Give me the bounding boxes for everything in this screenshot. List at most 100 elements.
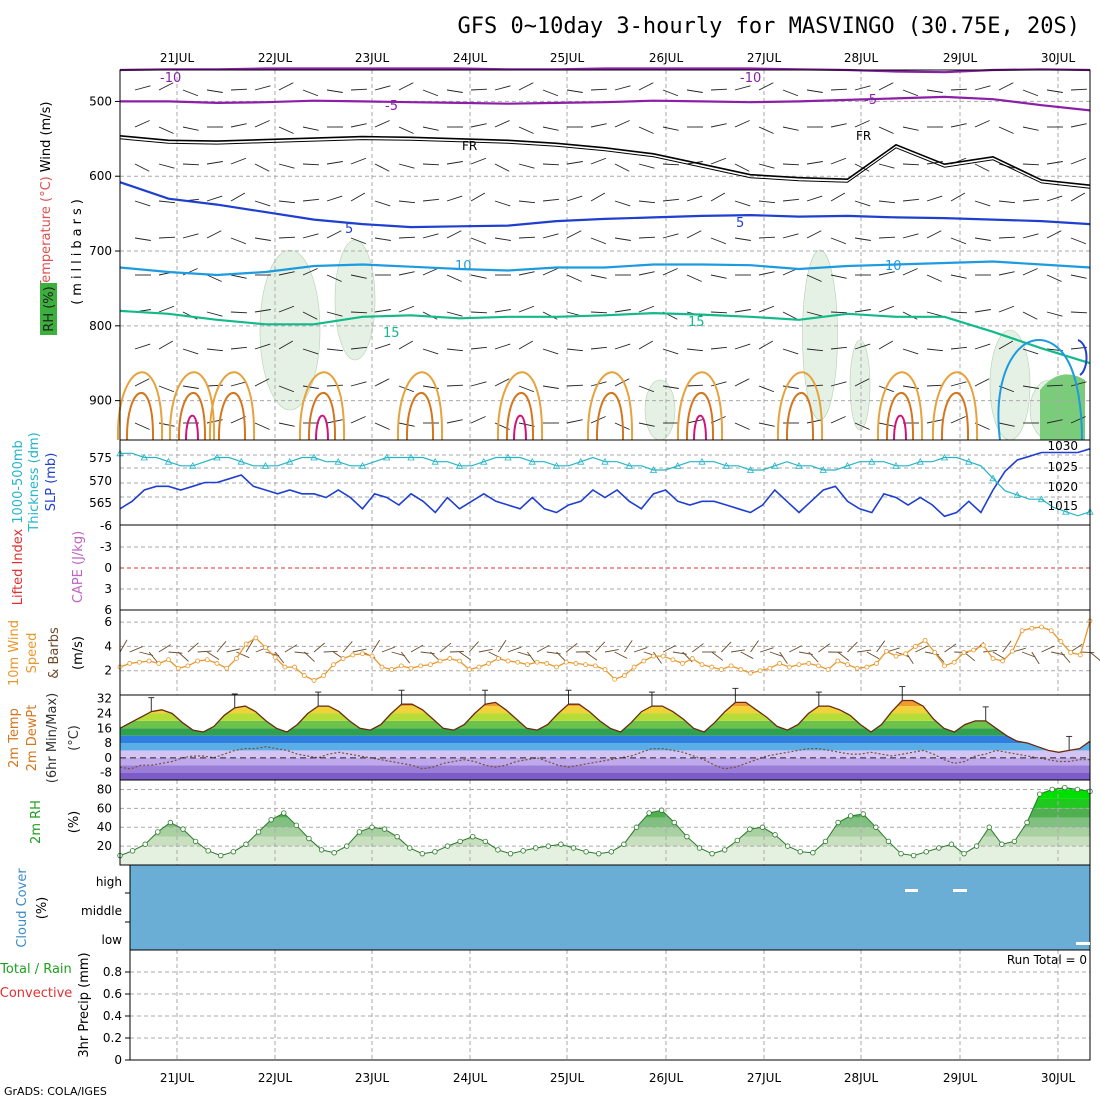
rh-point bbox=[999, 841, 1005, 847]
wind-barb bbox=[326, 89, 343, 93]
wind-barb bbox=[278, 271, 295, 276]
rh-point bbox=[394, 833, 400, 840]
wind-barb bbox=[350, 237, 367, 245]
ylabel-temp2m: (6hr Min/Max) bbox=[45, 693, 60, 783]
thickness-point bbox=[965, 457, 973, 465]
wind-barb bbox=[902, 198, 919, 202]
temp-band bbox=[120, 735, 1090, 744]
ylabel-cape: CAPE (J/kg) bbox=[71, 531, 86, 603]
wind-barb bbox=[758, 271, 775, 276]
wind-barb bbox=[974, 237, 991, 241]
contour-25 bbox=[125, 391, 155, 441]
thickness-point bbox=[431, 457, 439, 465]
temp-band bbox=[120, 728, 1090, 736]
wind-barb bbox=[254, 200, 271, 207]
wind-barb bbox=[902, 268, 918, 276]
thickness-line bbox=[120, 452, 1091, 517]
wind-barb bbox=[518, 200, 535, 204]
wind-speed-point bbox=[883, 648, 889, 654]
rh-point bbox=[608, 849, 614, 855]
wind-barb-10m bbox=[779, 651, 788, 664]
contour--5 bbox=[120, 95, 1091, 112]
wind-barb-10m bbox=[585, 651, 598, 661]
rh-point bbox=[218, 852, 224, 859]
thickness-point bbox=[1062, 507, 1070, 515]
rh-point bbox=[520, 848, 526, 854]
wind-barb bbox=[950, 192, 966, 202]
wind-speed-point bbox=[651, 653, 656, 659]
wind-barb bbox=[662, 233, 679, 239]
isotherm-label: -5 bbox=[864, 93, 877, 108]
rh-point bbox=[482, 838, 489, 845]
wind-barb bbox=[878, 236, 896, 239]
wind-speed-point bbox=[282, 664, 288, 670]
date-label-bottom: 24JUL bbox=[453, 1071, 488, 1085]
wind-barb-10m bbox=[517, 651, 532, 657]
wind-barb bbox=[230, 157, 247, 165]
thickness-point bbox=[286, 457, 294, 465]
wind-barb bbox=[1022, 385, 1039, 389]
precip-tick: 0 bbox=[114, 1053, 122, 1067]
date-label-top: 27JUL bbox=[747, 51, 782, 65]
rh-band bbox=[120, 827, 1090, 837]
wind-barb-10m bbox=[818, 643, 830, 653]
wind-barb bbox=[806, 89, 823, 93]
cloud-fill bbox=[130, 865, 1090, 950]
wind-barb bbox=[542, 126, 559, 131]
rh-point bbox=[759, 824, 766, 830]
wind-barb-10m bbox=[866, 651, 880, 660]
y-tick-label: 500 bbox=[89, 94, 112, 108]
wind-barb bbox=[638, 340, 654, 350]
thickness-point bbox=[819, 466, 827, 473]
wind-barb bbox=[398, 200, 415, 204]
wind-barb bbox=[230, 381, 247, 387]
rh-point bbox=[205, 848, 211, 854]
wind-barb bbox=[854, 309, 871, 313]
thickness-point bbox=[1037, 495, 1046, 503]
wind-barb bbox=[974, 343, 991, 350]
wind-barb bbox=[206, 348, 223, 352]
wind-barb bbox=[422, 348, 439, 355]
ylabel-temp2m: 2m Temp bbox=[7, 708, 22, 768]
rh-point bbox=[457, 838, 463, 845]
rh-point bbox=[633, 824, 640, 830]
contour-25 bbox=[595, 391, 625, 441]
wind-speed-point bbox=[660, 653, 666, 659]
wind-barb bbox=[374, 200, 391, 207]
wind-barb bbox=[230, 88, 248, 91]
wind-barb bbox=[470, 237, 487, 245]
thickness-point bbox=[601, 457, 609, 465]
wind-barb bbox=[182, 89, 199, 97]
rh-point bbox=[407, 845, 413, 851]
wind-barb bbox=[998, 340, 1014, 350]
wind-barb bbox=[206, 89, 223, 93]
wind-barb-10m bbox=[148, 651, 159, 664]
wind-barb-10m bbox=[497, 640, 507, 653]
wind-barb bbox=[1046, 311, 1063, 317]
wind-speed-point bbox=[379, 664, 385, 670]
wind-barb-10m bbox=[284, 644, 298, 653]
wind-barb-10m bbox=[371, 639, 381, 653]
thickness-point bbox=[261, 461, 270, 469]
temp-tick: 24 bbox=[97, 706, 112, 720]
wind-barb bbox=[806, 311, 823, 317]
wind-barb bbox=[398, 163, 415, 169]
cloud-tick: middle bbox=[81, 904, 122, 918]
wind-barb bbox=[878, 163, 895, 169]
wind-barb-10m bbox=[992, 651, 1006, 660]
wind-speed-point bbox=[233, 656, 239, 661]
rh-point bbox=[1036, 791, 1043, 797]
wind-barb-10m bbox=[876, 640, 886, 653]
wind-barb bbox=[1022, 198, 1039, 202]
wind-barb bbox=[662, 268, 678, 276]
wind-barb bbox=[830, 346, 847, 350]
wind-barb-10m bbox=[352, 648, 367, 653]
wind-barb bbox=[614, 120, 630, 128]
wind-barb bbox=[158, 305, 175, 313]
wind-speed-point bbox=[369, 653, 375, 659]
wind-barb bbox=[254, 163, 270, 172]
wind-barb bbox=[326, 161, 343, 165]
thickness-point bbox=[164, 457, 173, 465]
wind-barb bbox=[590, 88, 608, 91]
wind-barb-10m bbox=[400, 651, 411, 664]
